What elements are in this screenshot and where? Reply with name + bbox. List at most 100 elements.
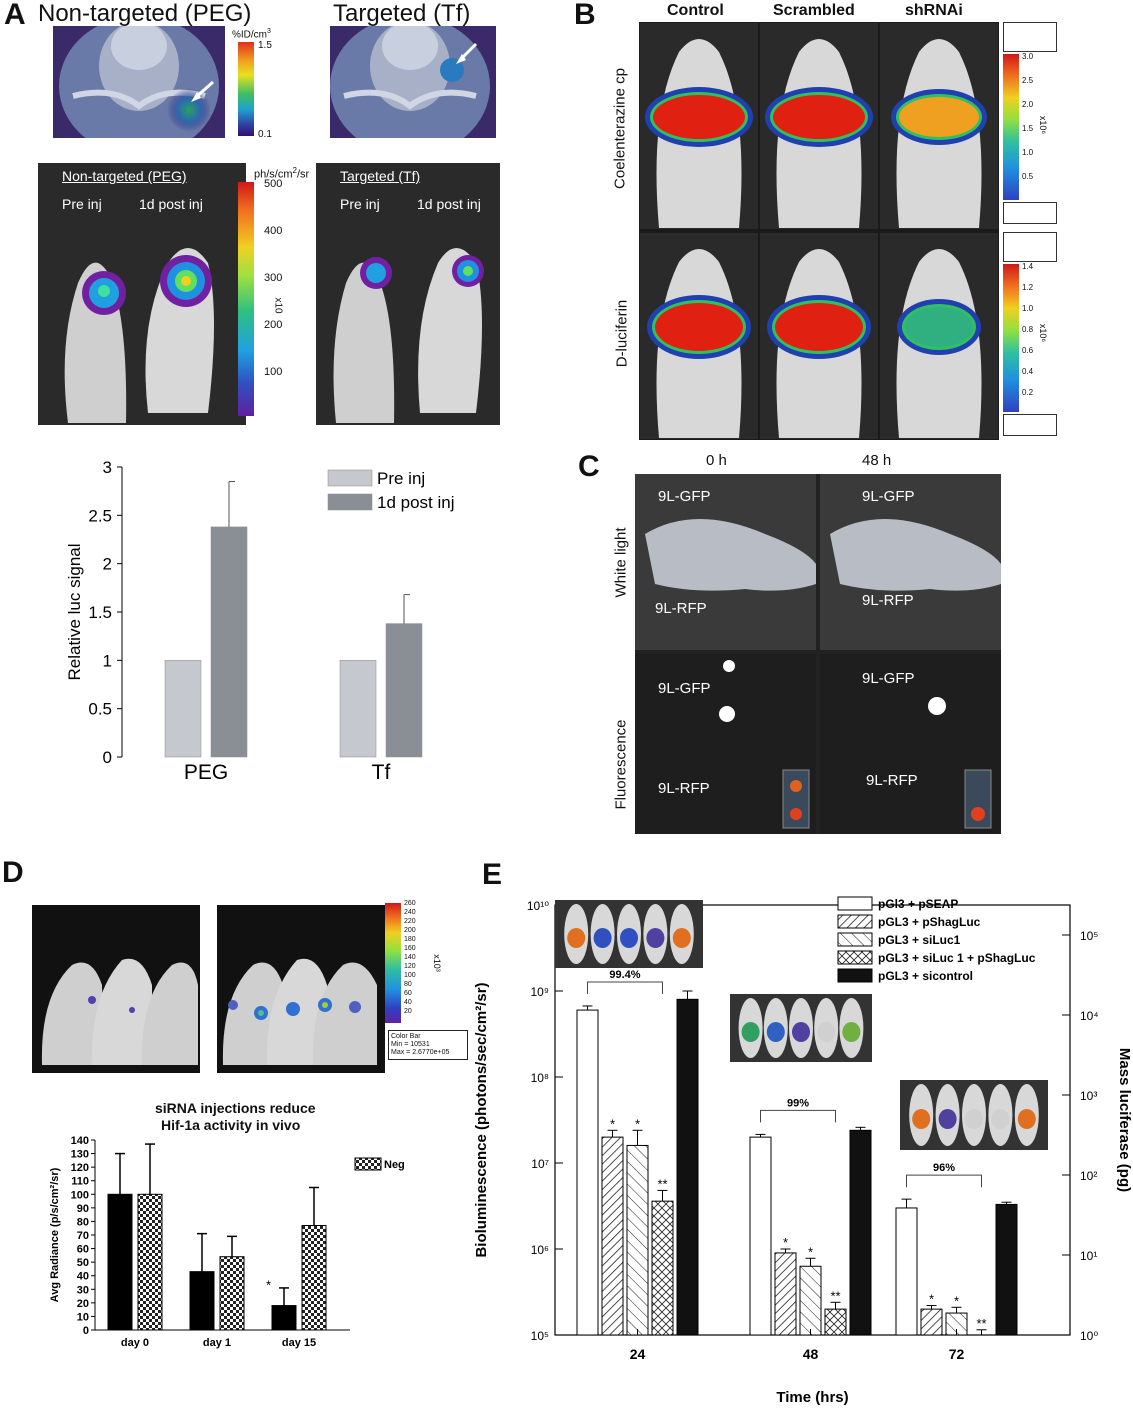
chart-e-ytick-right-label: 10² — [1080, 1169, 1097, 1183]
chart-d-ylabel: Avg Radiance (p/s/cm²/sr) — [49, 1167, 61, 1302]
chart-e-bar — [920, 1308, 943, 1336]
bli-title-tf: Targeted (Tf) — [340, 168, 421, 184]
d-scale-tick: 160 — [404, 945, 416, 952]
chart-d-ytick-label: 10 — [77, 1311, 89, 1323]
bli-colorbar — [238, 182, 254, 416]
panel-e-letter: E — [482, 858, 503, 891]
b-scale1-tick: 3.0 — [1022, 52, 1034, 61]
chart-a-legend-label: Pre inj — [377, 469, 425, 488]
b-scale2-tick: 1.0 — [1022, 304, 1034, 313]
chart-d-legend-label: Neg — [384, 1159, 405, 1171]
c-rfp-48h-fluor: 9L-RFP — [866, 772, 918, 789]
bli-tick-300: 300 — [264, 272, 283, 284]
chart-e-ytick-right-label: 10⁵ — [1080, 929, 1098, 943]
chart-e-legend-label: pGl3 + pSEAP — [878, 897, 958, 911]
chart-d-ytick-label: 40 — [77, 1271, 89, 1283]
bli-tick-100: 100 — [264, 366, 283, 378]
c-rfp-0h-white: 9L-RFP — [655, 600, 707, 617]
pet-scale-min: 0.1 — [258, 129, 272, 140]
chart-e-sig: * — [954, 1293, 959, 1308]
chart-d-xtick-label: day 0 — [121, 1337, 149, 1349]
b-colorbar-1 — [1003, 54, 1019, 200]
chart-e-inset-signal — [766, 1022, 785, 1042]
chart-e-sig: * — [929, 1292, 934, 1307]
chart-e-sig: * — [808, 1244, 813, 1259]
c-gfp-0h-white: 9L-GFP — [658, 488, 711, 505]
d-scale-tick: 240 — [404, 909, 416, 916]
b-image-grid — [639, 22, 999, 440]
bli-sub-pre-peg: Pre inj — [62, 196, 102, 212]
c-row-fluor: Fluorescence — [612, 719, 630, 810]
chart-e-bar — [651, 1200, 674, 1336]
chart-e-pct-label: 99% — [787, 1097, 809, 1109]
b-scale-exp-2: x10⁶ — [1038, 323, 1049, 343]
panel-d-letter: D — [2, 856, 24, 889]
b-row-coelenterazine: Coelenterazine cp — [611, 68, 629, 189]
chart-d-bar — [189, 1271, 215, 1331]
d-colorbar-min: Min = 10531 — [391, 1041, 430, 1048]
chart-e-ytick-right-label: 10⁰ — [1080, 1329, 1098, 1343]
b-signal-core — [655, 303, 743, 351]
chart-e-inset-signal — [1017, 1109, 1036, 1129]
chart-e-bar — [995, 1203, 1018, 1336]
chart-e-ytick-right-label: 10³ — [1080, 1089, 1097, 1103]
c-gfp-48h-fluor: 9L-GFP — [862, 670, 915, 687]
chart-e-xtick-label: 48 — [803, 1346, 819, 1362]
d-scale-tick: 200 — [404, 927, 416, 934]
chart-d-sig: * — [266, 1277, 271, 1292]
chart-a-ytick-label: 1 — [103, 651, 112, 670]
chart-e-bar — [849, 1129, 872, 1336]
chart-d-ytick-label: 60 — [77, 1244, 89, 1256]
chart-d-ytick-label: 70 — [77, 1230, 89, 1242]
bli-sub-post-peg: 1d post inj — [139, 196, 203, 212]
chart-a-legend-label: 1d post inj — [377, 493, 455, 512]
chart-e-inset-signal — [593, 928, 612, 948]
b-colorbar-foot-2 — [1003, 414, 1057, 436]
bli-sub-post-tf: 1d post inj — [417, 196, 481, 212]
bli-scale-unit: ph/s/cm2/sr — [254, 166, 310, 181]
d-scale-exp: x10³ — [431, 954, 442, 972]
d-scale-tick: 20 — [404, 1008, 412, 1015]
bli-sub-pre-tf: Pre inj — [340, 196, 380, 212]
chart-a-legend-swatch — [327, 493, 373, 511]
chart-e: 10⁵ 10⁶ 10⁷ 10⁸ 10⁹ 10¹⁰ 10⁰ 10¹ 10² 10³ 10⁴ 10⁵ Bio… — [473, 896, 1133, 1406]
chart-e-sig: * — [610, 1116, 615, 1131]
c-rfp-0h-fluor: 9L-RFP — [658, 780, 710, 797]
d-scale-tick: 100 — [404, 972, 416, 979]
chart-e-bar — [774, 1252, 797, 1336]
chart-a-legend-swatch — [327, 469, 373, 487]
b-signal-core — [905, 307, 973, 347]
chart-d-ytick-label: 100 — [71, 1189, 89, 1201]
chart-e-bracket — [587, 981, 663, 994]
c-col-48h: 48 h — [862, 452, 892, 469]
chart-d-ytick-label: 140 — [71, 1135, 89, 1147]
chart-e-legend-label: pGL3 + siLuc1 — [878, 933, 961, 947]
chart-a-bar — [164, 660, 202, 758]
b-signal-core — [775, 303, 863, 351]
chart-e-ytick-left-label: 10¹⁰ — [527, 899, 549, 913]
panel-b-letter: B — [574, 0, 596, 31]
chart-a-ytick-label: 1.5 — [88, 603, 112, 622]
bli-tick-400: 400 — [264, 225, 283, 237]
chart-d-ytick-label: 80 — [77, 1216, 89, 1228]
bli-scale-exp: x10 — [272, 297, 284, 314]
chart-e-sig: * — [635, 1116, 640, 1131]
d-scale-tick: 40 — [404, 999, 412, 1006]
pet-image-peg — [53, 26, 225, 138]
chart-e-legend-swatch — [837, 932, 873, 947]
chart-e-y2label: Mass luciferase (pg) — [1116, 1048, 1133, 1192]
b-scale2-tick: 1.2 — [1022, 283, 1034, 292]
pet-scale-max: 1.5 — [258, 40, 272, 51]
d-scale-tick: 260 — [404, 900, 416, 907]
pet-colorbar — [238, 42, 254, 136]
d-scale-tick: 220 — [404, 918, 416, 925]
b-colorbar-info-2 — [1003, 232, 1057, 262]
chart-e-inset-signal — [792, 1022, 810, 1042]
d-scale-tick: 180 — [404, 936, 416, 943]
b-scale2-tick: 1.4 — [1022, 262, 1034, 271]
chart-a-xtick-label: PEG — [184, 761, 228, 784]
b-scale1-tick: 0.5 — [1022, 172, 1034, 181]
c-gfp-0h-fluor: 9L-GFP — [658, 680, 711, 697]
chart-e-bracket — [906, 1174, 982, 1188]
